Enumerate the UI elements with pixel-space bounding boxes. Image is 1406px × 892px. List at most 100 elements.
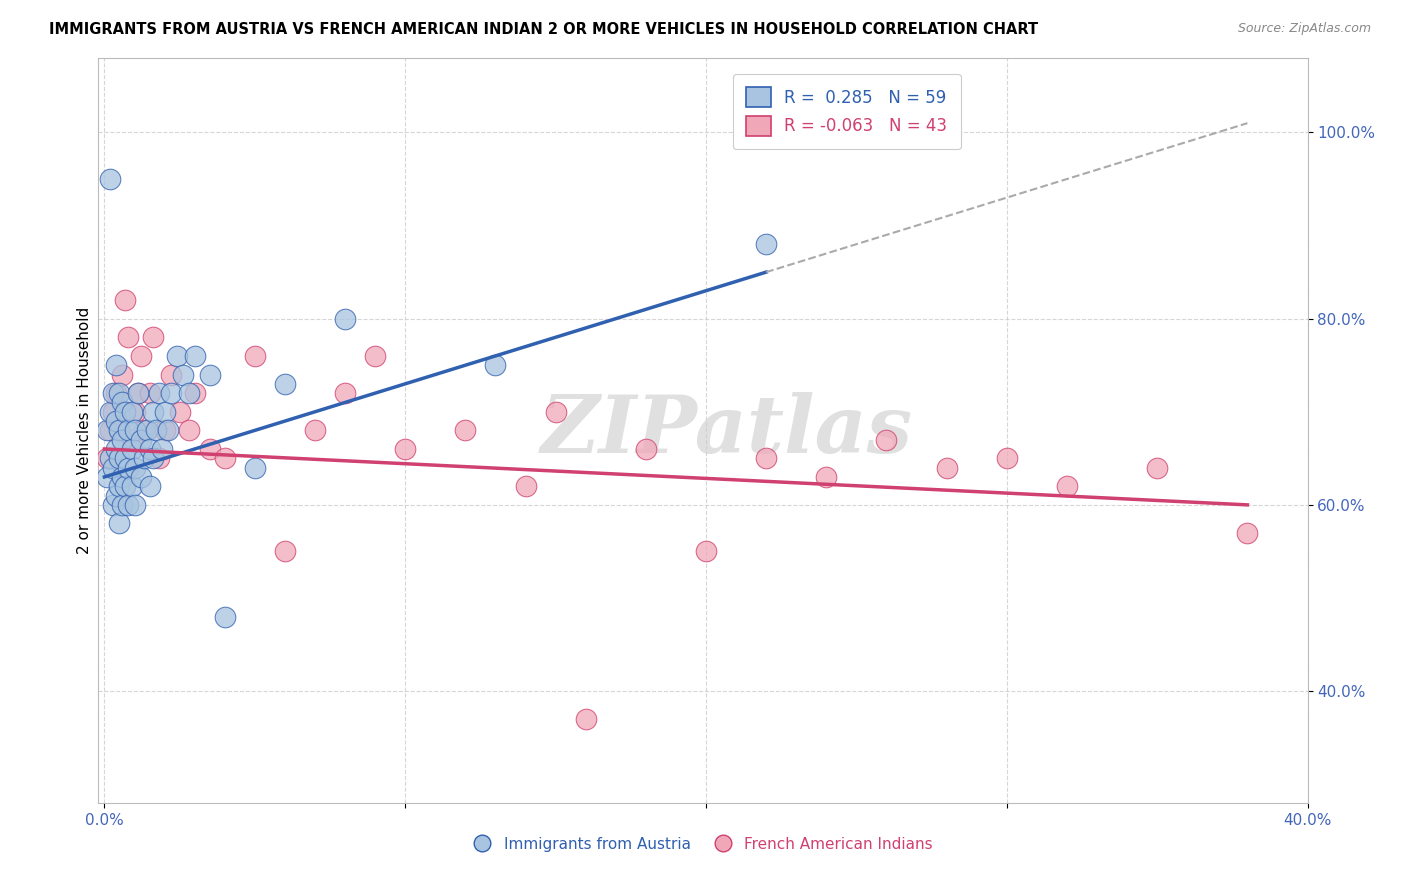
Point	[108, 479, 131, 493]
Point	[114, 479, 136, 493]
Point	[142, 451, 165, 466]
Point	[96, 451, 118, 466]
Point	[100, 451, 122, 466]
Point	[169, 405, 191, 419]
Point	[124, 498, 146, 512]
Point	[103, 498, 125, 512]
Point	[100, 172, 122, 186]
Point	[108, 451, 131, 466]
Point	[274, 544, 297, 558]
Point	[333, 311, 356, 326]
Point	[105, 386, 128, 401]
Point	[935, 460, 957, 475]
Point	[243, 460, 266, 475]
Point	[153, 405, 176, 419]
Point	[145, 424, 167, 438]
Point	[755, 237, 778, 252]
Point	[117, 498, 139, 512]
Point	[100, 405, 122, 419]
Point	[695, 544, 717, 558]
Point	[159, 386, 181, 401]
Point	[159, 368, 181, 382]
Legend: Immigrants from Austria, French American Indians: Immigrants from Austria, French American…	[467, 831, 939, 858]
Point	[111, 470, 134, 484]
Point	[121, 479, 143, 493]
Point	[117, 460, 139, 475]
Point	[105, 489, 128, 503]
Point	[117, 330, 139, 344]
Point	[214, 451, 236, 466]
Point	[138, 386, 160, 401]
Point	[177, 424, 200, 438]
Point	[755, 451, 778, 466]
Point	[96, 470, 118, 484]
Point	[454, 424, 477, 438]
Point	[575, 712, 598, 726]
Point	[121, 433, 143, 447]
Point	[142, 405, 165, 419]
Point	[156, 424, 179, 438]
Point	[111, 433, 134, 447]
Point	[148, 451, 170, 466]
Point	[124, 424, 146, 438]
Point	[129, 349, 152, 363]
Point	[1146, 460, 1168, 475]
Point	[100, 424, 122, 438]
Point	[364, 349, 387, 363]
Point	[153, 424, 176, 438]
Point	[103, 405, 125, 419]
Point	[172, 368, 194, 382]
Point	[138, 479, 160, 493]
Point	[105, 442, 128, 456]
Point	[142, 330, 165, 344]
Point	[198, 368, 221, 382]
Point	[394, 442, 416, 456]
Point	[274, 376, 297, 391]
Point	[105, 358, 128, 372]
Point	[484, 358, 506, 372]
Point	[304, 424, 326, 438]
Point	[96, 424, 118, 438]
Point	[198, 442, 221, 456]
Point	[111, 498, 134, 512]
Point	[1236, 525, 1258, 540]
Point	[114, 451, 136, 466]
Point	[108, 516, 131, 531]
Point	[183, 386, 205, 401]
Point	[1056, 479, 1078, 493]
Point	[103, 460, 125, 475]
Point	[127, 386, 149, 401]
Point	[135, 424, 157, 438]
Point	[995, 451, 1018, 466]
Point	[544, 405, 567, 419]
Text: Source: ZipAtlas.com: Source: ZipAtlas.com	[1237, 22, 1371, 36]
Point	[875, 433, 897, 447]
Point	[124, 460, 146, 475]
Point	[108, 386, 131, 401]
Point	[243, 349, 266, 363]
Point	[111, 368, 134, 382]
Point	[114, 293, 136, 307]
Point	[127, 386, 149, 401]
Point	[214, 609, 236, 624]
Point	[103, 386, 125, 401]
Point	[121, 405, 143, 419]
Point	[108, 424, 131, 438]
Point	[333, 386, 356, 401]
Point	[166, 349, 188, 363]
Point	[129, 470, 152, 484]
Text: ZIPatlas: ZIPatlas	[541, 392, 914, 469]
Point	[815, 470, 838, 484]
Point	[124, 405, 146, 419]
Point	[105, 414, 128, 428]
Point	[138, 442, 160, 456]
Point	[129, 433, 152, 447]
Point	[634, 442, 657, 456]
Text: IMMIGRANTS FROM AUSTRIA VS FRENCH AMERICAN INDIAN 2 OR MORE VEHICLES IN HOUSEHOL: IMMIGRANTS FROM AUSTRIA VS FRENCH AMERIC…	[49, 22, 1039, 37]
Y-axis label: 2 or more Vehicles in Household: 2 or more Vehicles in Household	[77, 307, 91, 554]
Point	[108, 424, 131, 438]
Point	[114, 405, 136, 419]
Point	[111, 395, 134, 409]
Point	[177, 386, 200, 401]
Point	[148, 386, 170, 401]
